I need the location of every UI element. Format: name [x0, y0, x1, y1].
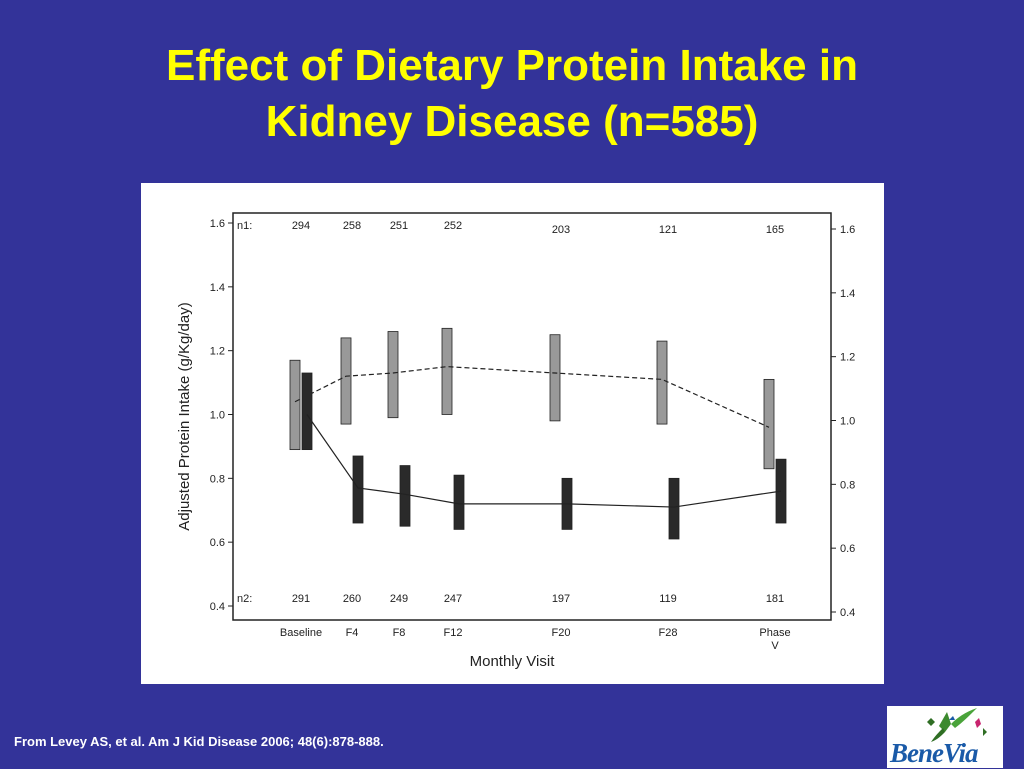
n1-count: 165: [766, 224, 784, 236]
x-tick-label: V: [771, 640, 779, 652]
n2-row-label: n2:: [237, 593, 252, 605]
x-tick-label: Phase: [759, 627, 790, 639]
y-tick-label-right: 0.8: [840, 479, 855, 491]
x-tick-label: F28: [659, 627, 678, 639]
protein-intake-chart: 0.4 0.4 0.6 0.6 0.8 0.8 1.0 1.0 1.2 1.2 1.4 1.4 1.6 1…: [176, 212, 855, 670]
group1-bar: [289, 359, 301, 451]
n1-count: 203: [552, 224, 570, 236]
y-tick-label-right: 1.6: [840, 224, 855, 236]
group2-bar: [399, 465, 411, 527]
n1-count: 121: [659, 224, 677, 236]
y-tick-label-right: 0.6: [840, 543, 855, 555]
y-tick-label-left: 1.0: [210, 410, 225, 422]
x-tick-label: F20: [552, 627, 571, 639]
y-tick-label-left: 1.2: [210, 346, 225, 358]
y-tick-label-left: 0.8: [210, 473, 225, 485]
x-axis-label: Monthly Visit: [470, 653, 556, 670]
y-tick-label-right: 1.2: [840, 352, 855, 364]
x-tick-label: F4: [346, 627, 359, 639]
x-tick-label: F12: [444, 627, 463, 639]
title-line-1: Effect of Dietary Protein Intake in: [166, 41, 858, 90]
group2-bar: [775, 458, 787, 524]
logo-wordmark: BeneVia: [890, 738, 979, 768]
group2-line: [306, 414, 782, 508]
n1-count: 252: [444, 220, 462, 232]
n2-count: 181: [766, 593, 784, 605]
group1-bar: [340, 337, 352, 425]
n1-count: 251: [390, 220, 408, 232]
y-tick-label-left: 1.6: [210, 218, 225, 230]
y-tick-label-right: 1.4: [840, 288, 855, 300]
group2-bar: [301, 372, 313, 451]
x-tick-label: F8: [393, 627, 406, 639]
chart-panel: 0.4 0.4 0.6 0.6 0.8 0.8 1.0 1.0 1.2 1.2 1.4 1.4 1.6 1…: [141, 183, 884, 684]
y-tick-label-left: 0.4: [210, 601, 225, 613]
n2-count: 119: [659, 593, 677, 605]
n1-row-label: n1:: [237, 220, 252, 232]
group1-line: [294, 366, 770, 428]
n2-count: 291: [292, 593, 310, 605]
y-tick-label-right: 0.4: [840, 607, 855, 619]
n2-count: 247: [444, 593, 462, 605]
y-tick-label-right: 1.0: [840, 416, 855, 428]
n1-count: 294: [292, 220, 310, 232]
plot-frame: [232, 212, 832, 621]
slide-title: Effect of Dietary Protein Intake in Kidn…: [0, 38, 1024, 150]
group2-bar: [668, 477, 680, 540]
group1-bar: [656, 340, 668, 425]
y-axis-label: Adjusted Protein Intake (g/Kg/day): [176, 302, 193, 530]
group1-bar: [763, 378, 775, 470]
hummingbird-icon: [927, 708, 987, 742]
group2-bar: [352, 455, 364, 524]
x-tick-label: Baseline: [280, 627, 322, 639]
title-line-2: Kidney Disease (n=585): [265, 97, 759, 146]
group1-bar: [441, 327, 453, 415]
n2-count: 260: [343, 593, 361, 605]
y-tick-label-left: 1.4: [210, 282, 225, 294]
group1-bar: [387, 331, 399, 419]
benevia-logo: BeneVia: [887, 706, 1003, 768]
n1-count: 258: [343, 220, 361, 232]
citation: From Levey AS, et al. Am J Kid Disease 2…: [14, 734, 384, 749]
group2-bar: [453, 474, 465, 530]
y-tick-label-left: 0.6: [210, 537, 225, 549]
n2-count: 197: [552, 593, 570, 605]
group1-bar: [549, 334, 561, 422]
n2-count: 249: [390, 593, 408, 605]
